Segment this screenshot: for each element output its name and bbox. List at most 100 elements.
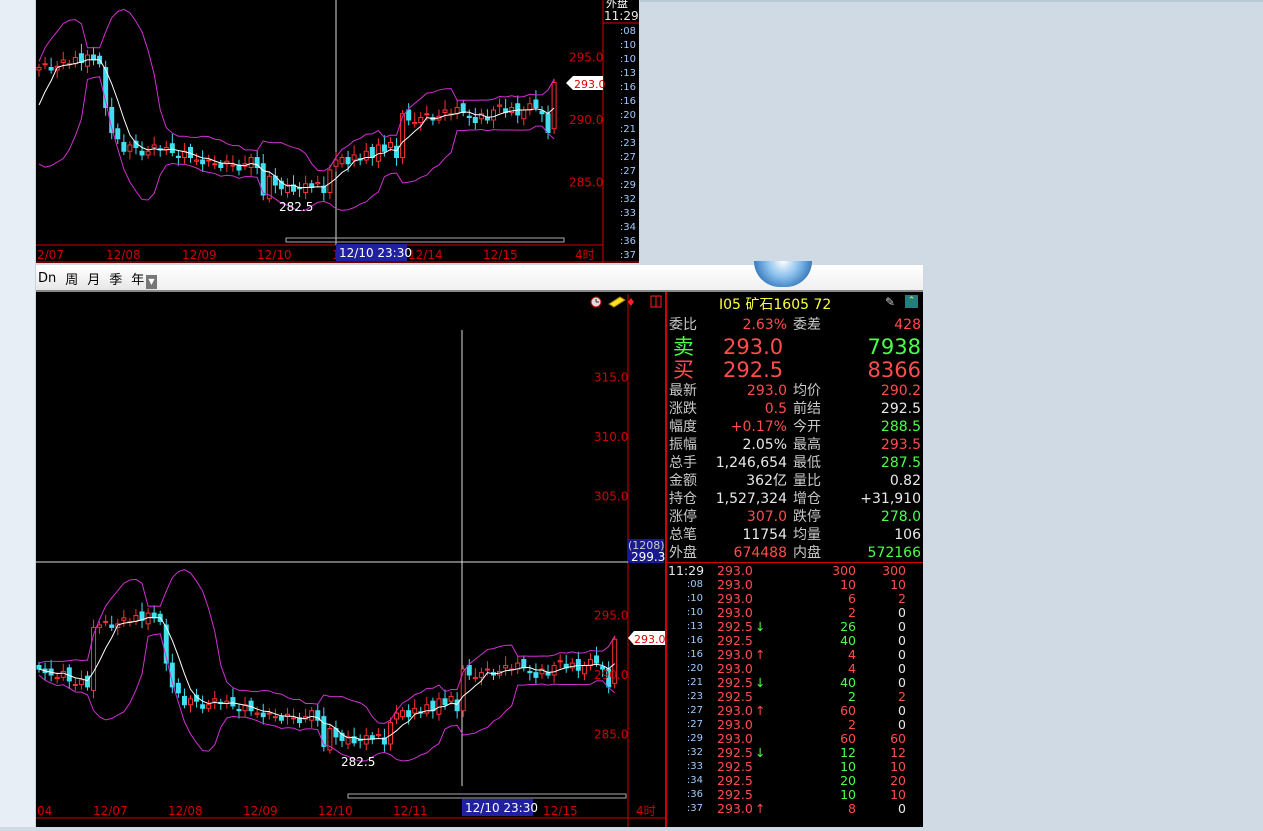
candle — [333, 159, 339, 167]
cursor-count: (1208) — [628, 539, 665, 552]
tick-open-interest: 0 — [898, 675, 906, 690]
candle — [551, 82, 557, 130]
quote-row: 金额 362亿 量比 0.82 — [667, 472, 923, 490]
period-week[interactable]: 周 — [65, 273, 79, 288]
candle — [387, 722, 393, 745]
candle — [381, 144, 387, 152]
period-buttons: Dn 周 月 季 年 — [36, 267, 156, 290]
candle — [497, 104, 503, 107]
candle — [581, 664, 587, 675]
last-price: 293.0 — [634, 633, 665, 646]
label: 振幅 — [669, 437, 697, 453]
candle — [78, 679, 84, 686]
candle — [594, 655, 600, 664]
candle — [291, 717, 297, 720]
tick-time: :21 — [686, 677, 703, 688]
pen-icon[interactable]: ✎ — [885, 295, 896, 309]
value: 106 — [894, 527, 921, 543]
top-kline-chart[interactable]: 282.5 295.0 290.0 285.0 2/07 12/08 12/09 12/1… — [36, 0, 639, 263]
candle — [175, 155, 181, 158]
period-year[interactable]: 年 — [131, 273, 145, 288]
candle — [188, 698, 193, 706]
side-tick-time: :37 — [620, 250, 636, 261]
label: 内盘 — [793, 545, 821, 561]
ticket-icon[interactable] — [608, 296, 626, 308]
label: 委差 — [793, 317, 821, 333]
tick-time: :27 — [686, 705, 703, 716]
scroll-bar[interactable] — [347, 793, 627, 799]
top-chart-canvas[interactable]: 282.5 295.0 290.0 285.0 2/07 12/08 12/09 12/1… — [36, 0, 639, 263]
candle — [412, 707, 418, 714]
candle — [539, 110, 545, 115]
ma-line — [38, 59, 555, 189]
candle — [321, 716, 327, 747]
candle — [151, 144, 157, 148]
buy-volume: 8366 — [867, 358, 921, 382]
candle — [284, 184, 290, 193]
label: 最新 — [669, 383, 697, 399]
label: 外盘 — [669, 545, 697, 561]
tick-time: :33 — [686, 761, 703, 772]
candle — [278, 180, 284, 190]
candle — [60, 59, 66, 63]
candle — [394, 145, 400, 158]
dropdown-arrow-icon[interactable]: ▼ — [146, 275, 157, 289]
tick-list[interactable]: 11:29 293.0 300 300:08 293.0 10 10:10 29… — [667, 562, 923, 816]
layout-icon[interactable] — [650, 295, 662, 308]
cursor-price: 299.3 — [631, 550, 665, 564]
period-month[interactable]: 月 — [87, 273, 101, 288]
tick-volume: 4 — [848, 647, 856, 662]
tick-volume: 2 — [848, 605, 856, 620]
boll-upper — [38, 8, 555, 172]
tick-row: :08 293.0 10 10 — [667, 578, 923, 592]
candle — [387, 142, 393, 148]
side-tick-time: :20 — [620, 110, 636, 121]
tick-price: 292.5 — [717, 745, 753, 760]
date-axis-label: 12/09 — [182, 248, 217, 262]
side-tick-time: :23 — [620, 138, 636, 149]
candle — [460, 103, 466, 113]
alarm-icon[interactable]: ♦ — [626, 296, 636, 309]
candle — [254, 712, 260, 715]
clock-icon[interactable] — [590, 296, 602, 308]
tick-price: 293.0 — [717, 703, 753, 718]
candle — [515, 103, 521, 116]
candle — [466, 664, 472, 676]
value: 2.05% — [742, 437, 787, 453]
side-tick-time: :29 — [620, 180, 636, 191]
tick-row: :10 293.0 6 2 — [667, 592, 923, 606]
candle — [418, 117, 424, 123]
cursor-date: 12/10 23:30 — [465, 801, 538, 815]
candle — [303, 183, 309, 193]
candle — [545, 113, 551, 133]
value: 2.63% — [742, 317, 787, 333]
tick-volume: 10 — [840, 787, 856, 802]
candle — [127, 144, 133, 152]
expand-icon[interactable]: ⌃ — [905, 295, 918, 308]
tick-time: :34 — [686, 775, 703, 786]
candle — [400, 710, 406, 718]
date-axis-label: 12/08 — [106, 248, 141, 262]
candle — [145, 150, 151, 156]
value: 290.2 — [880, 383, 921, 399]
bottom-chart-canvas[interactable]: 282.5 315.0 310.0 305.0 295.0 290.0 285.0 04 1… — [36, 294, 666, 827]
candle — [139, 150, 145, 156]
bottom-kline-chart[interactable]: 282.5 315.0 310.0 305.0 295.0 290.0 285.0 04 1… — [36, 294, 666, 827]
label: 卖 — [673, 335, 694, 359]
tick-row: :16 293.0 ↑ 4 0 — [667, 648, 923, 662]
date-axis-label: 12/14 — [408, 248, 443, 262]
scroll-bar[interactable] — [285, 237, 565, 243]
tick-row: :20 293.0 4 0 — [667, 662, 923, 676]
tick-volume: 2 — [848, 717, 856, 732]
candle — [60, 670, 66, 678]
tick-price: 293.0 — [717, 563, 753, 578]
tick-open-interest: 2 — [898, 689, 906, 704]
label: 买 — [673, 358, 694, 382]
period-season[interactable]: 季 — [109, 273, 123, 288]
period-dn[interactable]: Dn — [38, 271, 57, 286]
candle — [478, 672, 484, 678]
candle — [206, 159, 212, 162]
cursor-date: 12/10 23:30 — [339, 246, 412, 260]
main-window: Dn 周 月 季 年 ▼ 282.5 315.0 310.0 305.0 295.0 2… — [36, 261, 923, 827]
side-tick-time: :16 — [620, 82, 636, 93]
